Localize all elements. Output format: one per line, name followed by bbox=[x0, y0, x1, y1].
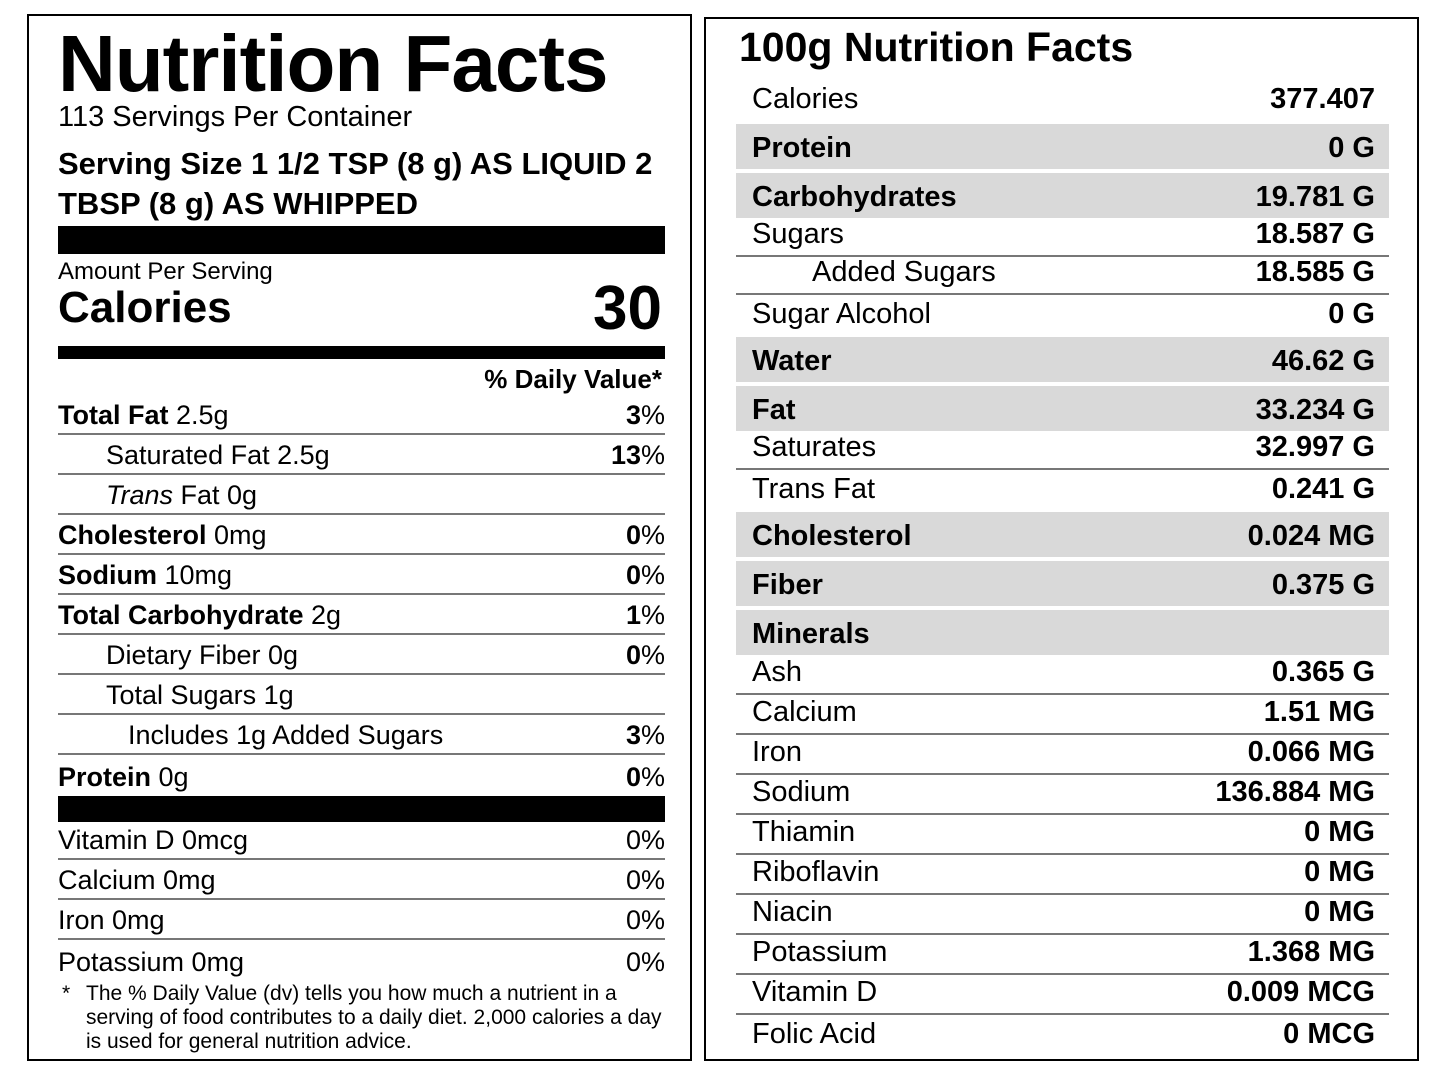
amount-per-serving: Amount Per Serving bbox=[58, 258, 273, 285]
daily-value-header: % Daily Value* bbox=[484, 364, 662, 394]
medium-divider bbox=[58, 346, 665, 359]
row-protein: Protein 0 G bbox=[736, 124, 1389, 169]
row-iron: Iron 0.066 MG bbox=[736, 735, 1389, 775]
row-sugar-alcohol: Sugar Alcohol 0 G bbox=[752, 298, 1375, 330]
row-trans-fat: Trans Fat 0.241 G bbox=[752, 473, 1375, 505]
calories-value: 30 bbox=[593, 274, 662, 343]
nutrient-row-total-fat: Total Fat 2.5g 3% bbox=[58, 395, 665, 435]
daily-value-footnote: * The % Daily Value (dv) tells you how m… bbox=[62, 982, 662, 1054]
thick-divider bbox=[58, 226, 665, 254]
vitamin-row-potassium: Potassium 0mg 0% bbox=[58, 947, 665, 977]
row-sugars: Sugars 18.587 G bbox=[736, 218, 1389, 257]
row-calcium: Calcium 1.51 MG bbox=[736, 695, 1389, 735]
row-cholesterol: Cholesterol 0.024 MG bbox=[736, 512, 1389, 557]
row-ash: Ash 0.365 G bbox=[736, 655, 1389, 695]
nutrient-row-protein: Protein 0g 0% bbox=[58, 762, 665, 792]
per-100g-nutrition-label: 100g Nutrition Facts Calories 377.407 Pro… bbox=[704, 17, 1419, 1061]
nutrient-row-cholesterol: Cholesterol 0mg 0% bbox=[58, 515, 665, 555]
nutrient-row-added-sugars: Includes 1g Added Sugars 3% bbox=[58, 715, 665, 755]
nutrient-row-trans-fat: Trans Fat 0g bbox=[58, 475, 665, 515]
row-fat: Fat 33.234 G bbox=[736, 386, 1389, 431]
calories-label: Calories bbox=[58, 283, 232, 332]
row-sodium: Sodium 136.884 MG bbox=[736, 775, 1389, 815]
footnote-text: The % Daily Value (dv) tells you how muc… bbox=[86, 982, 662, 1053]
nutrient-row-saturated-fat: Saturated Fat 2.5g 13% bbox=[58, 435, 665, 475]
row-potassium: Potassium 1.368 MG bbox=[736, 935, 1389, 975]
row-carbohydrates: Carbohydrates 19.781 G bbox=[736, 173, 1389, 218]
row-water: Water 46.62 G bbox=[736, 337, 1389, 382]
nutrient-row-sodium: Sodium 10mg 0% bbox=[58, 555, 665, 595]
vitamin-row-vitamin-d: Vitamin D 0mcg 0% bbox=[58, 820, 665, 860]
vitamin-row-iron: Iron 0mg 0% bbox=[58, 900, 665, 940]
label-title: Nutrition Facts bbox=[58, 19, 608, 108]
nutrient-row-dietary-fiber: Dietary Fiber 0g 0% bbox=[58, 635, 665, 675]
serving-size: Serving Size 1 1/2 TSP (8 g) AS LIQUID 2… bbox=[58, 146, 653, 221]
row-saturates: Saturates 32.997 G bbox=[736, 431, 1389, 470]
row-calories: Calories 377.407 bbox=[752, 83, 1375, 115]
row-folic-acid: Folic Acid 0 MCG bbox=[752, 1018, 1375, 1050]
nutrient-row-total-carbohydrate: Total Carbohydrate 2g 1% bbox=[58, 595, 665, 635]
label-title-100g: 100g Nutrition Facts bbox=[739, 24, 1134, 70]
thick-divider-vitamins bbox=[58, 796, 665, 822]
row-niacin: Niacin 0 MG bbox=[736, 895, 1389, 935]
nutrient-row-total-sugars: Total Sugars 1g bbox=[58, 675, 665, 715]
servings-per-container: 113 Servings Per Container bbox=[58, 101, 413, 133]
row-added-sugars: Added Sugars 18.585 G bbox=[736, 257, 1389, 295]
row-vitamin-d: Vitamin D 0.009 MCG bbox=[736, 975, 1389, 1015]
row-thiamin: Thiamin 0 MG bbox=[736, 815, 1389, 855]
row-riboflavin: Riboflavin 0 MG bbox=[736, 855, 1389, 895]
us-nutrition-label: Nutrition Facts 113 Servings Per Contain… bbox=[27, 14, 692, 1061]
vitamin-row-calcium: Calcium 0mg 0% bbox=[58, 860, 665, 900]
row-fiber: Fiber 0.375 G bbox=[736, 561, 1389, 606]
row-minerals-header: Minerals bbox=[736, 610, 1389, 655]
asterisk: * bbox=[62, 982, 71, 1005]
